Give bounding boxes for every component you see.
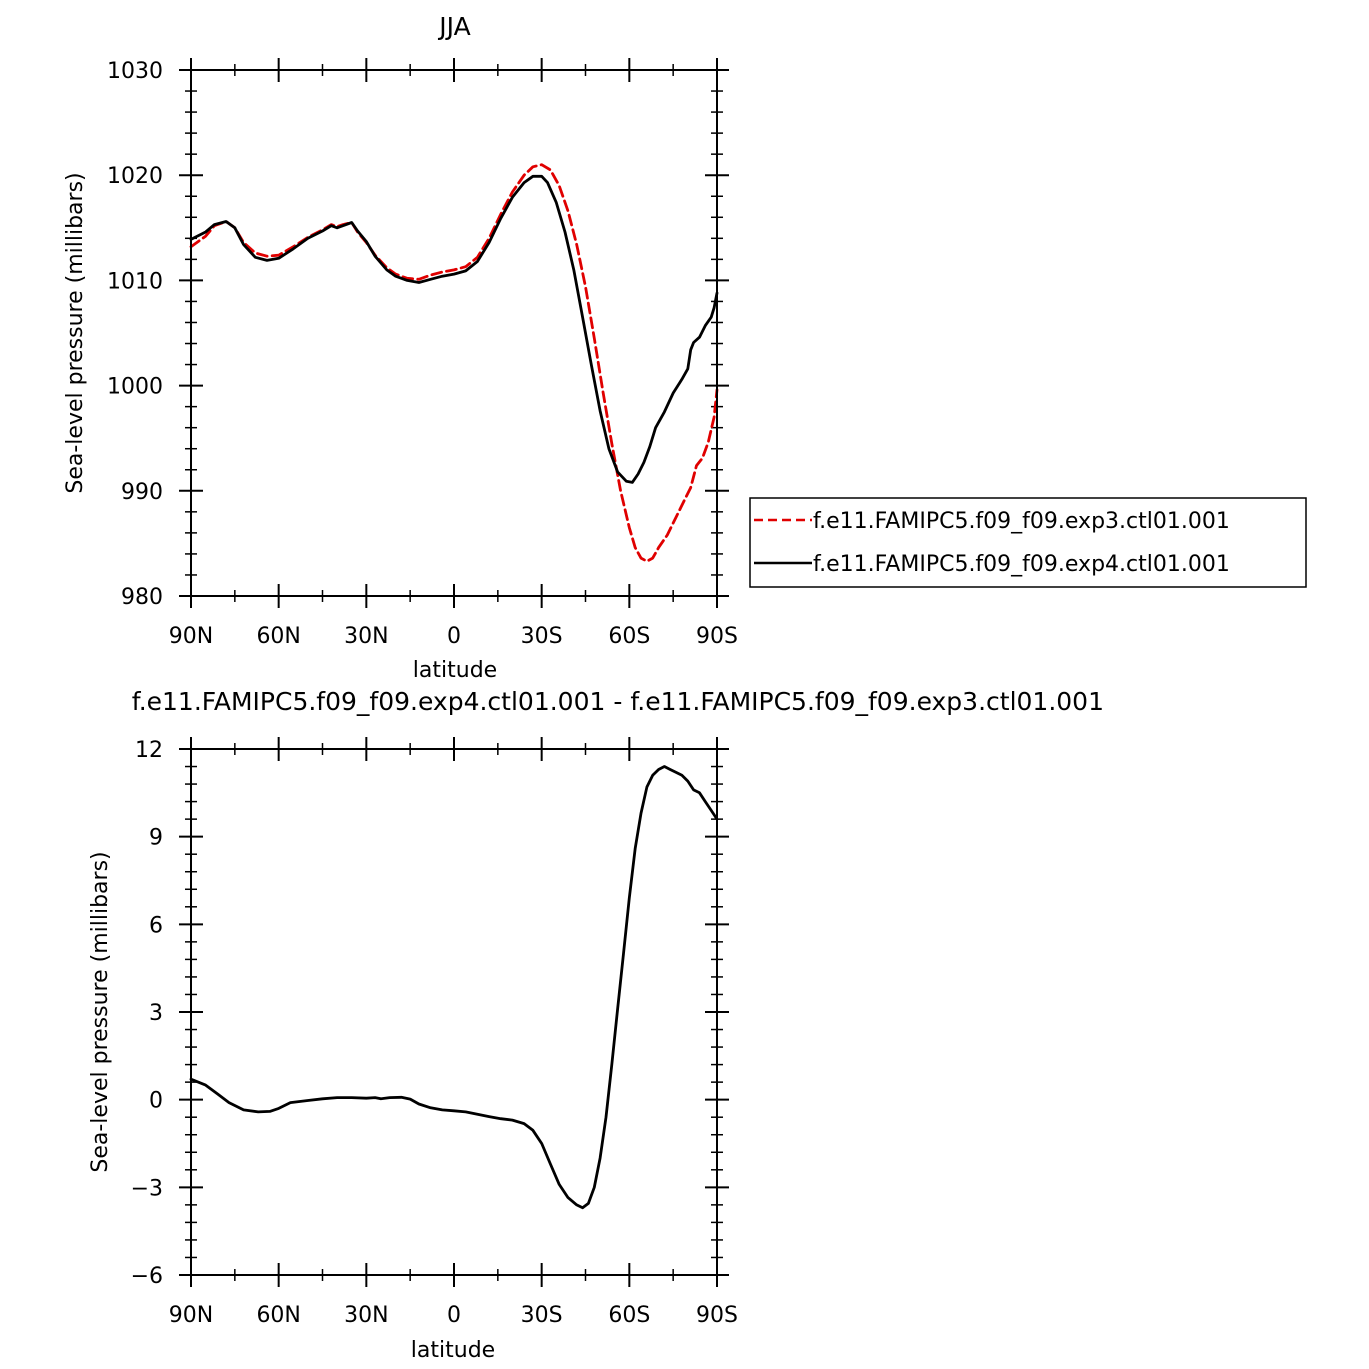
top-axis-ticks [179, 58, 729, 608]
x-tick-label: 90S [696, 624, 738, 649]
y-tick-label: 1030 [107, 59, 163, 84]
top-plot-frame [190, 69, 718, 597]
series-line-1-0 [189, 765, 719, 1210]
top-y-axis-label: Sea-level pressure (millibars) [63, 172, 88, 493]
legend-label-exp3: f.e11.FAMIPC5.f09_f09.exp3.ctl01.001 [813, 509, 1230, 534]
series-line-0-0 [189, 163, 719, 563]
x-tick-label: 90N [169, 1303, 213, 1328]
bottom-y-tick-labels: −6 −3 0 3 6 9 12 [131, 738, 163, 1289]
x-tick-label: 30S [521, 1303, 563, 1328]
series-line-0-1 [189, 174, 719, 484]
x-tick-label: 60S [608, 624, 650, 649]
top-x-tick-labels: 90N 60N 30N 0 30S 60S 90S [169, 624, 738, 649]
bottom-data-lines [189, 765, 719, 1210]
bottom-y-axis-label: Sea-level pressure (millibars) [88, 851, 113, 1172]
x-tick-label: 60S [608, 1303, 650, 1328]
bottom-axis-ticks [179, 737, 729, 1287]
top-data-lines [189, 163, 719, 563]
y-tick-label: 990 [121, 480, 163, 505]
x-tick-label: 30S [521, 624, 563, 649]
y-tick-label: 0 [149, 1089, 163, 1114]
bottom-x-axis-label: latitude [411, 1338, 495, 1363]
x-tick-label: 90N [169, 624, 213, 649]
bottom-x-tick-labels: 90N 60N 30N 0 30S 60S 90S [169, 1303, 738, 1328]
y-tick-label: 3 [149, 1001, 163, 1026]
x-tick-label: 30N [344, 1303, 388, 1328]
legend-box [749, 497, 1307, 588]
y-tick-label: 1020 [107, 164, 163, 189]
y-tick-label: 12 [135, 738, 163, 763]
x-tick-label: 0 [447, 624, 461, 649]
y-tick-label: 6 [149, 913, 163, 938]
bottom-plot-frame [190, 748, 718, 1276]
x-tick-label: 30N [344, 624, 388, 649]
y-tick-label: −6 [131, 1264, 163, 1289]
bottom-chart-title: f.e11.FAMIPC5.f09_f09.exp4.ctl01.001 - f… [132, 687, 1104, 716]
legend: f.e11.FAMIPC5.f09_f09.exp3.ctl01.001 f.e… [749, 497, 1307, 588]
x-tick-label: 90S [696, 1303, 738, 1328]
legend-label-exp4: f.e11.FAMIPC5.f09_f09.exp4.ctl01.001 [813, 552, 1230, 577]
y-tick-label: 980 [121, 585, 163, 610]
top-chart-title: JJA [437, 12, 470, 41]
y-tick-label: 1010 [107, 269, 163, 294]
bottom-panel: f.e11.FAMIPC5.f09_f09.exp4.ctl01.001 - f… [88, 687, 1104, 1363]
top-x-axis-label: latitude [413, 658, 497, 683]
y-tick-label: 9 [149, 826, 163, 851]
x-tick-label: 0 [447, 1303, 461, 1328]
y-tick-label: 1000 [107, 375, 163, 400]
x-tick-label: 60N [256, 624, 300, 649]
x-tick-label: 60N [256, 1303, 300, 1328]
y-tick-label: −3 [131, 1176, 163, 1201]
top-y-tick-labels: 980 990 1000 1010 1020 1030 [107, 59, 163, 610]
top-panel: JJA 90N 60N 30N 0 30S 60S 90S 980 990 1000 1010 10… [63, 12, 1307, 683]
